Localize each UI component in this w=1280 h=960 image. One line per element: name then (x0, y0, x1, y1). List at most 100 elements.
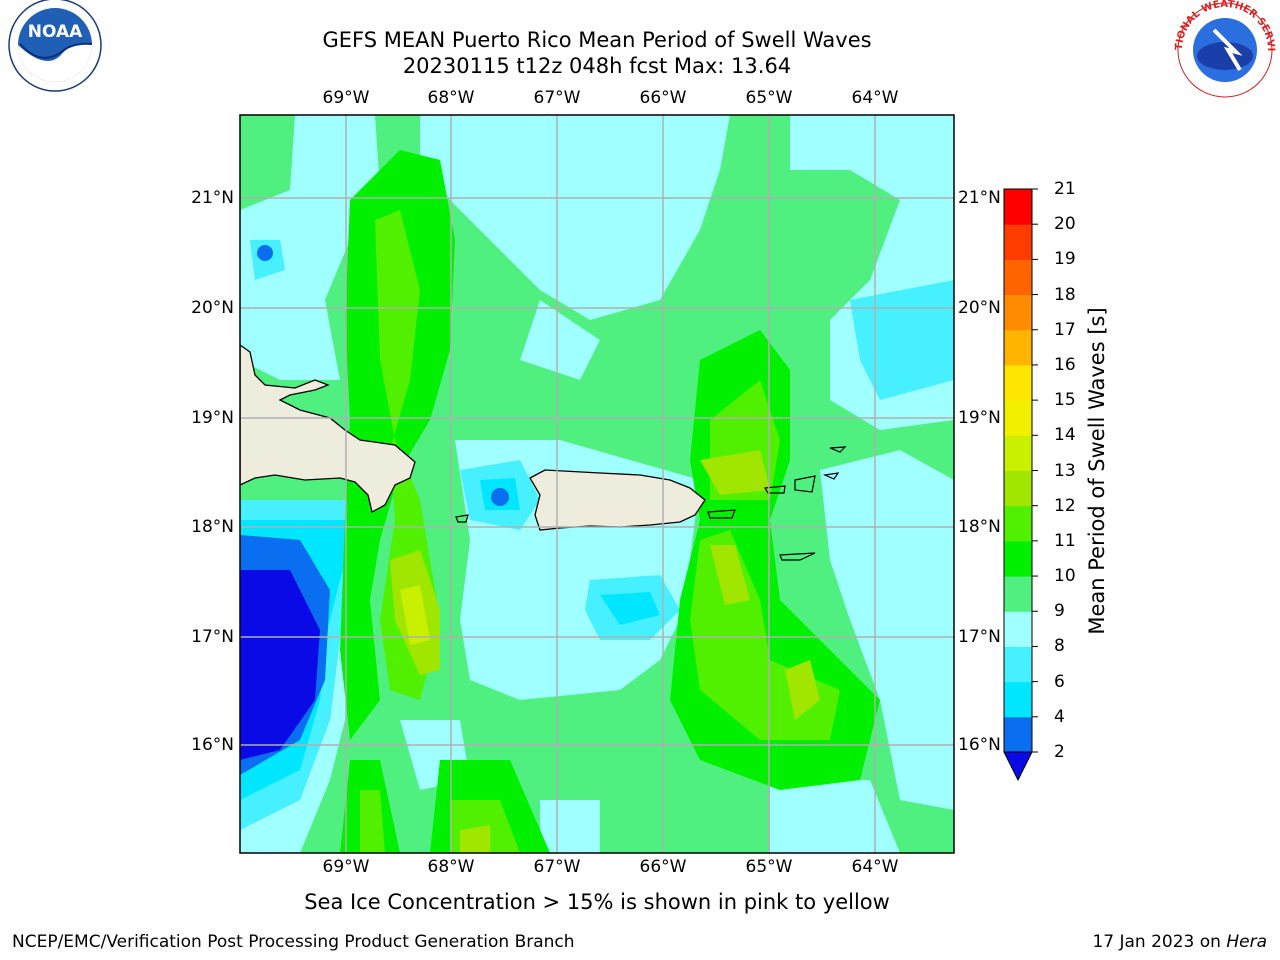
contour-12-13 (700, 450, 770, 495)
colorbar-tick-label: 13 (1054, 460, 1076, 481)
land-puerto-rico (529, 469, 706, 531)
contour-11-12 (360, 790, 385, 853)
credit-text: NCEP/EMC/Verification Post Processing Pr… (12, 932, 575, 952)
colorbar-tick-label: 9 (1054, 601, 1065, 622)
colorbar-segment (1004, 329, 1032, 366)
lat-label-left: 16°N (191, 735, 234, 755)
lat-label-right: 18°N (958, 517, 1001, 537)
contour-8-9 (240, 115, 380, 380)
lon-label-top: 68°W (427, 88, 475, 108)
contour-8-9 (770, 780, 900, 853)
lon-label-bottom: 69°W (322, 857, 370, 877)
colorbar-segment (1004, 681, 1032, 718)
colorbar-segment (1004, 540, 1032, 577)
lon-label-bottom: 65°W (745, 857, 793, 877)
lat-label-right: 20°N (958, 298, 1001, 318)
colorbar-segment (1004, 224, 1032, 260)
island-st-thomas (763, 485, 786, 494)
colorbar-segment (1004, 646, 1032, 683)
contour-below-2 (240, 570, 320, 760)
colorbar-tick-label: 21 (1054, 179, 1076, 199)
contour-12-13 (460, 825, 490, 853)
colorbar-tick-label: 20 (1054, 214, 1076, 235)
date-text: 17 Jan 2023 on Hera (1092, 932, 1267, 952)
colorbar-segment (1004, 189, 1032, 225)
island-mona (455, 514, 469, 523)
colorbar-segment (1004, 294, 1032, 331)
nws-logo: NATIONAL WEATHER SERVICE (1170, 0, 1276, 98)
contour-12-13 (785, 660, 820, 720)
lat-label-right: 16°N (958, 735, 1001, 755)
colorbar (1003, 188, 1038, 782)
lon-label-top: 69°W (322, 88, 370, 108)
colorbar-segment (1004, 364, 1032, 401)
contour-8-9 (540, 800, 600, 853)
noaa-logo: NOAA (8, 0, 102, 92)
noaa-logo-text: NOAA (28, 22, 83, 42)
colorbar-tick-label: 10 (1054, 566, 1076, 587)
lon-label-bottom: 68°W (427, 857, 475, 877)
gridlines (240, 115, 954, 853)
colorbar-segment (1004, 611, 1032, 647)
island-bvi (794, 475, 816, 493)
lon-label-top: 66°W (639, 88, 687, 108)
lon-label-bottom: 64°W (851, 857, 899, 877)
colorbar-segment (1004, 259, 1032, 296)
lat-label-left: 21°N (191, 188, 234, 208)
colorbar-tick-label: 14 (1054, 425, 1076, 446)
contour-12-13 (710, 545, 750, 605)
map-subtitle: 20230115 t12z 048h fcst Max: 13.64 (402, 54, 792, 78)
colorbar-tick-label: 11 (1054, 530, 1076, 551)
contour-2-4 (257, 245, 273, 261)
lat-label-left: 18°N (191, 517, 234, 537)
colorbar-tick-label: 2 (1054, 742, 1065, 762)
land-hispaniola (240, 344, 416, 513)
lat-label-left: 17°N (191, 627, 234, 647)
machine-name: Hera (1226, 932, 1267, 952)
colorbar-tick-label: 16 (1054, 354, 1076, 375)
lon-label-top: 64°W (851, 88, 899, 108)
colorbar-tick-label: 6 (1054, 671, 1065, 692)
contour-8-9 (420, 115, 730, 320)
colorbar-tick-label: 17 (1054, 319, 1076, 340)
island-anegada (829, 446, 847, 453)
island-vieques (707, 509, 736, 519)
contour-4-6 (600, 592, 660, 625)
colorbar-tick-label: 15 (1054, 390, 1076, 411)
map-frame (239, 114, 955, 854)
colorbar-extend-triangle (1003, 751, 1033, 782)
colorbar-tick-label: 12 (1054, 495, 1076, 516)
colorbar-tick-label: 8 (1054, 636, 1065, 657)
colorbar-segment (1004, 400, 1032, 436)
lon-label-top: 67°W (533, 88, 581, 108)
colorbar-segment (1004, 716, 1032, 753)
contour-13-14 (400, 585, 430, 645)
colorbar-tick-label: 4 (1054, 706, 1065, 727)
lon-label-bottom: 67°W (533, 857, 581, 877)
colorbar-segment (1004, 435, 1032, 471)
lat-label-left: 20°N (191, 298, 234, 318)
colorbar-tick-label: 19 (1054, 249, 1076, 270)
lat-label-left: 19°N (191, 408, 234, 428)
contour-field (240, 115, 954, 853)
colorbar-segment (1004, 470, 1032, 507)
sea-ice-note: Sea Ice Concentration > 15% is shown in … (304, 890, 890, 914)
contour-10-11 (340, 150, 455, 740)
colorbar-label: Mean Period of Swell Waves [s] (1085, 307, 1109, 635)
contour-8-9 (820, 450, 954, 810)
contour-8-9 (520, 300, 600, 380)
contour-2-4 (491, 488, 509, 506)
date-prefix: 17 Jan 2023 on (1092, 932, 1221, 952)
lat-label-right: 21°N (958, 188, 1001, 208)
island-st-croix (779, 552, 816, 561)
island-small (822, 472, 840, 480)
colorbar-tick-label: 18 (1054, 284, 1076, 305)
lat-label-right: 17°N (958, 627, 1001, 647)
lat-label-right: 19°N (958, 408, 1001, 428)
lon-label-bottom: 66°W (639, 857, 687, 877)
colorbar-segment (1004, 505, 1032, 542)
lon-label-top: 65°W (745, 88, 793, 108)
contour-6-8 (850, 280, 954, 400)
map-title: GEFS MEAN Puerto Rico Mean Period of Swe… (322, 28, 872, 52)
